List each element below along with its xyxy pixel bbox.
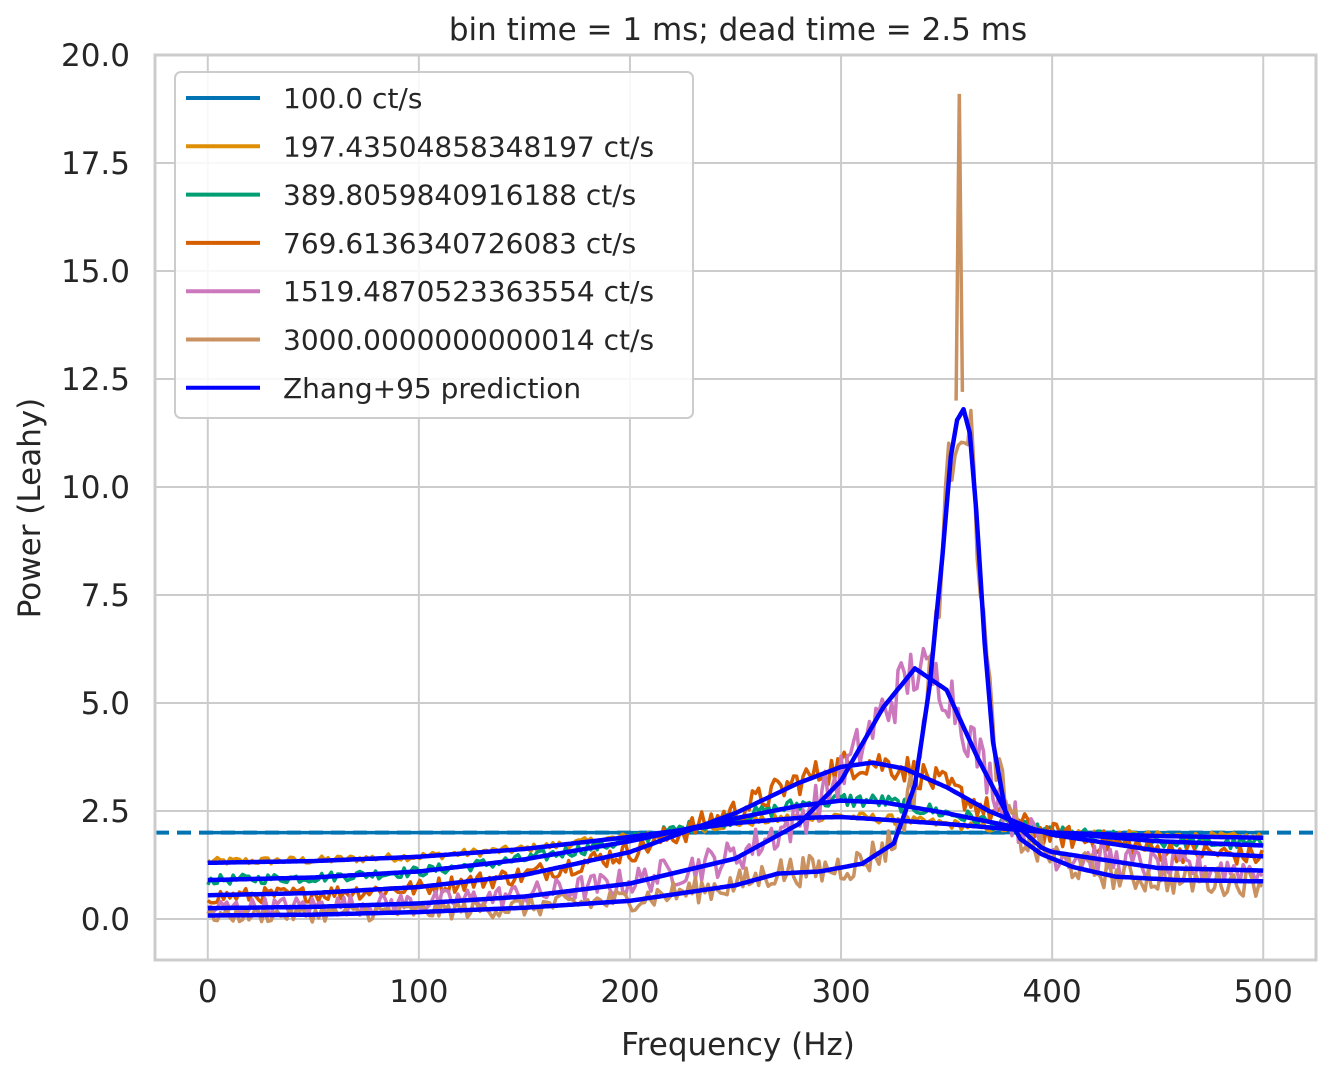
x-tick-label: 400: [1023, 974, 1082, 1010]
y-tick-label: 0.0: [81, 902, 130, 938]
legend-label: Zhang+95 prediction: [283, 372, 581, 405]
y-tick-label: 15.0: [61, 254, 130, 290]
prediction-curve-3: [207, 666, 1264, 911]
prediction-group: [207, 406, 1264, 918]
y-tick-label: 5.0: [81, 686, 130, 722]
y-tick-label: 10.0: [61, 470, 130, 506]
y-tick-label: 2.5: [81, 794, 130, 830]
plot-frame: [153, 53, 1318, 962]
y-tick-label: 20.0: [61, 38, 130, 74]
y-tick-labels: 0.0 2.5 5.0 7.5 10.0 12.5 15.0 17.5 20.0: [61, 38, 130, 938]
prediction-curve-4: [207, 406, 1264, 918]
series-peak-spike: [954, 93, 965, 401]
x-tick-label: 100: [389, 974, 448, 1010]
y-tick-label: 7.5: [81, 578, 130, 614]
x-tick-label: 0: [198, 974, 218, 1010]
legend: 100.0 ct/s 197.43504858348197 ct/s 389.805…: [174, 71, 694, 419]
x-tick-labels: 0 100 200 300 400 500: [198, 974, 1293, 1010]
prediction-curve-2: [207, 760, 1264, 898]
legend-box: [174, 71, 694, 419]
x-axis-label: Frequency (Hz): [621, 1027, 855, 1063]
x-tick-label: 300: [811, 974, 870, 1010]
prediction-curve-1: [207, 798, 1264, 883]
y-tick-label: 17.5: [61, 146, 130, 182]
legend-label: 100.0 ct/s: [283, 82, 422, 115]
y-axis-label: Power (Leahy): [12, 398, 48, 619]
y-tick-label: 12.5: [61, 362, 130, 398]
x-tick-label: 500: [1234, 974, 1293, 1010]
legend-label: 769.6136340726083 ct/s: [283, 227, 636, 260]
chart-title: bin time = 1 ms; dead time = 2.5 ms: [449, 12, 1027, 48]
legend-label: 3000.0000000000014 ct/s: [283, 324, 654, 357]
legend-label: 197.43504858348197 ct/s: [283, 130, 654, 163]
legend-label: 1519.4870523363554 ct/s: [283, 275, 654, 308]
x-tick-label: 200: [600, 974, 659, 1010]
legend-label: 389.8059840916188 ct/s: [283, 179, 636, 212]
